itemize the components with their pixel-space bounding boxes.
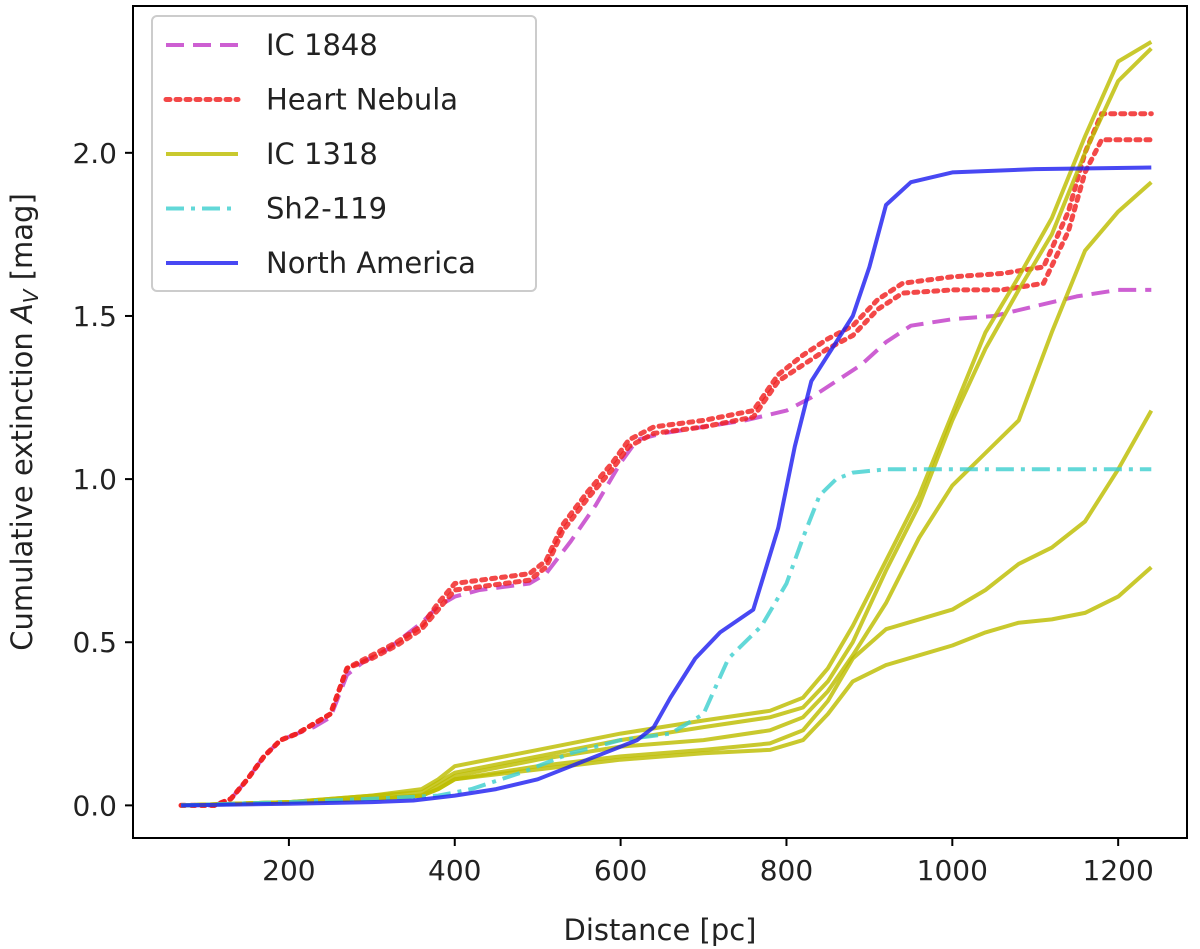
x-tick-label: 1200 — [1083, 854, 1154, 887]
legend: IC 1848 Heart Nebula IC 1318 Sh2-119 North A… — [151, 15, 537, 292]
series-line-heart-nebula-1 — [178, 137, 1154, 808]
legend-box — [151, 15, 537, 292]
y-tick-label: 0.5 — [72, 626, 117, 659]
legend-label-ic-1848: IC 1848 — [266, 28, 378, 62]
y-tick-label: 1.5 — [72, 300, 117, 333]
x-tick-label: 800 — [760, 854, 813, 887]
x-tick-label: 1000 — [917, 854, 988, 887]
x-tick-label: 600 — [594, 854, 647, 887]
x-tick-label: 200 — [262, 854, 315, 887]
ticks: 200 400 600 800 1000 1200 0.0 0.5 1.0 1.5 2.0 — [72, 137, 1153, 887]
legend-label-sh2-119: Sh2-119 — [266, 192, 387, 226]
series-line-ic-1318-4 — [181, 565, 1153, 808]
plot-lines — [178, 40, 1154, 808]
y-axis-label: Cumulative extinction AV [mag] — [5, 193, 43, 651]
y-tick-label: 0.0 — [72, 789, 117, 822]
y-tick-label: 2.0 — [72, 137, 117, 170]
legend-label-north-america: North America — [266, 246, 476, 280]
axes-frame — [132, 5, 1188, 839]
legend-label-ic-1318: IC 1318 — [266, 137, 378, 171]
series-line-north-america-0 — [181, 165, 1152, 808]
legend-label-heart-nebula: Heart Nebula — [266, 83, 458, 117]
series-line-ic-1318-0 — [181, 40, 1153, 808]
series-line-ic-1318-1 — [181, 46, 1153, 808]
y-tick-label: 1.0 — [72, 463, 117, 496]
x-axis-label: Distance [pc] — [563, 913, 756, 947]
x-tick-label: 400 — [428, 854, 481, 887]
series-line-sh2-119-0 — [181, 467, 1152, 808]
